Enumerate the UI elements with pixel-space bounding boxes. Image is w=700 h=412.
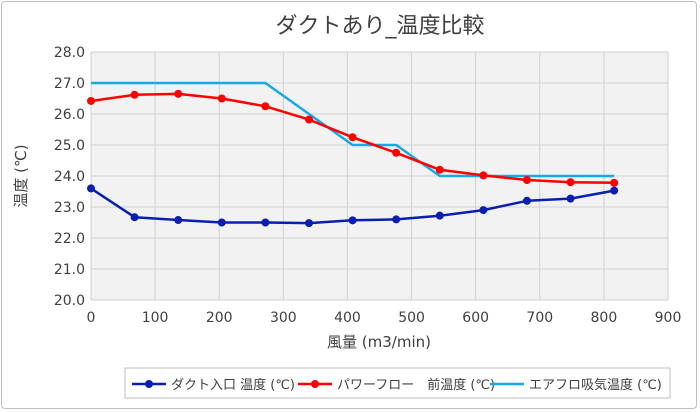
data-point (217, 218, 226, 227)
series-1 (87, 89, 619, 187)
x-tick-label: 200 (206, 310, 233, 326)
y-axis-label: 温度 (℃) (12, 144, 30, 207)
data-point (304, 219, 313, 228)
data-point (87, 96, 95, 105)
x-tick-label: 400 (334, 310, 361, 326)
data-point (174, 216, 183, 225)
y-tick-label: 21.0 (54, 262, 85, 278)
y-tick-label: 23.0 (54, 200, 85, 216)
y-tick-label: 24.0 (54, 169, 85, 185)
x-tick-label: 700 (526, 310, 553, 326)
data-point (435, 165, 444, 174)
data-point (217, 94, 226, 103)
y-tick-label: 26.0 (54, 107, 85, 123)
y-axis-ticks: 20.0 21.0 22.0 23.0 24.0 25.0 26.0 27.0 28.0 (54, 45, 85, 309)
data-point (435, 211, 444, 220)
x-tick-label: 100 (142, 310, 169, 326)
legend-item-0: ダクト入口 温度 (℃) (132, 377, 295, 393)
series-layer (87, 81, 619, 228)
data-point (348, 216, 357, 225)
series-0 (87, 184, 619, 228)
data-point (87, 184, 95, 193)
legend-marker (145, 380, 153, 388)
x-tick-label: 300 (270, 310, 297, 326)
data-point (348, 133, 357, 142)
data-point (522, 196, 531, 205)
data-point (392, 215, 401, 224)
series-2 (91, 81, 615, 178)
data-point (261, 102, 270, 111)
x-tick-label: 500 (398, 310, 425, 326)
x-axis-ticks: 0 100 200 300 400 500 600 700 800 900 (87, 310, 682, 326)
data-point (610, 178, 619, 187)
y-tick-label: 20.0 (54, 293, 85, 309)
legend-box (124, 367, 671, 399)
legend-label: パワーフロー 前温度 (℃) (337, 377, 495, 393)
data-point (522, 176, 531, 185)
legend-marker (311, 380, 319, 388)
series-line (91, 81, 615, 178)
data-point (304, 115, 313, 124)
data-point (130, 90, 139, 99)
legend: ダクト入口 温度 (℃) パワーフロー 前温度 (℃) エアフロ吸気温度 (℃) (132, 377, 662, 393)
data-point (261, 218, 270, 227)
y-tick-label: 28.0 (54, 45, 85, 61)
x-tick-label: 900 (655, 310, 682, 326)
y-tick-label: 27.0 (54, 76, 85, 92)
legend-item-2: エアフロ吸気温度 (℃) (490, 377, 662, 393)
data-point (130, 213, 139, 222)
data-point (479, 171, 488, 180)
data-point (566, 194, 575, 203)
legend-item-1: パワーフロー 前温度 (℃) (298, 377, 495, 393)
data-point (392, 148, 401, 157)
chart-title: ダクトあり_温度比較 (275, 14, 484, 39)
data-point (479, 206, 488, 215)
x-tick-label: 0 (87, 310, 96, 326)
data-point (174, 89, 183, 98)
x-tick-label: 800 (591, 310, 618, 326)
data-point (610, 186, 619, 195)
x-tick-label: 600 (462, 310, 489, 326)
x-axis-label: 風量 (m3/min) (327, 333, 431, 351)
legend-label: エアフロ吸気温度 (℃) (529, 377, 662, 393)
y-tick-label: 25.0 (54, 138, 85, 154)
legend-label: ダクト入口 温度 (℃) (171, 377, 295, 393)
y-tick-label: 22.0 (54, 231, 85, 247)
data-point (566, 178, 575, 187)
